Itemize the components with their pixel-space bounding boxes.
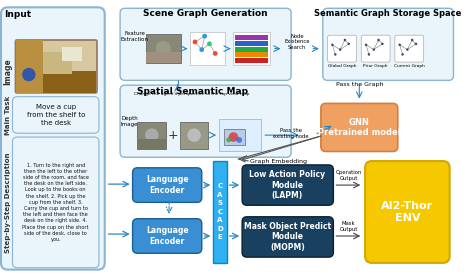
Bar xyxy=(16,40,43,93)
Circle shape xyxy=(381,43,383,45)
FancyBboxPatch shape xyxy=(133,219,202,253)
FancyBboxPatch shape xyxy=(12,97,99,133)
Bar xyxy=(146,34,181,63)
Text: Mask Object Predict
Module
(MOPM): Mask Object Predict Module (MOPM) xyxy=(244,222,331,252)
FancyBboxPatch shape xyxy=(120,85,291,157)
Text: Language
Encoder: Language Encoder xyxy=(146,175,189,195)
Bar xyxy=(213,161,227,263)
FancyBboxPatch shape xyxy=(395,35,424,62)
Bar xyxy=(137,122,166,148)
Bar xyxy=(146,52,181,63)
Text: GNN
(Pretrained model): GNN (Pretrained model) xyxy=(314,118,405,137)
Bar xyxy=(63,47,82,61)
Bar xyxy=(236,58,268,63)
Circle shape xyxy=(406,48,409,51)
Bar xyxy=(137,139,166,148)
Circle shape xyxy=(207,41,212,46)
Circle shape xyxy=(22,68,36,81)
Text: Prior Graph: Prior Graph xyxy=(364,64,388,68)
Circle shape xyxy=(399,44,401,46)
Circle shape xyxy=(344,39,346,41)
Text: Node
Existence
Search: Node Existence Search xyxy=(284,34,310,50)
Circle shape xyxy=(365,44,367,46)
Circle shape xyxy=(415,43,417,45)
FancyBboxPatch shape xyxy=(242,165,333,205)
Bar xyxy=(236,35,268,40)
Text: Spatial Semantic Map: Spatial Semantic Map xyxy=(137,87,247,96)
Circle shape xyxy=(347,43,350,45)
Text: Step-by-Step Description: Step-by-Step Description xyxy=(5,152,11,253)
Text: Graph Embedding: Graph Embedding xyxy=(250,159,307,164)
Bar xyxy=(224,129,245,145)
FancyBboxPatch shape xyxy=(328,35,356,62)
Text: Operation
Output: Operation Output xyxy=(336,171,362,181)
Circle shape xyxy=(155,41,171,56)
Text: AI2-Thor
ENV: AI2-Thor ENV xyxy=(381,201,433,223)
Circle shape xyxy=(401,53,404,56)
Circle shape xyxy=(200,47,204,52)
Text: Pass the
existing node: Pass the existing node xyxy=(273,128,309,139)
Text: Move a cup
from the shelf to
the desk: Move a cup from the shelf to the desk xyxy=(27,104,85,126)
FancyBboxPatch shape xyxy=(12,137,99,268)
FancyBboxPatch shape xyxy=(323,8,454,80)
Circle shape xyxy=(187,128,201,142)
Circle shape xyxy=(334,53,337,56)
Bar xyxy=(236,47,268,52)
Text: Depth
Image: Depth Image xyxy=(121,116,138,127)
FancyBboxPatch shape xyxy=(321,104,398,152)
Bar xyxy=(43,52,72,74)
FancyBboxPatch shape xyxy=(15,40,97,93)
FancyBboxPatch shape xyxy=(120,8,291,80)
Text: Change the agent's perspective to the top view map: Change the agent's perspective to the to… xyxy=(135,92,250,96)
Text: Main Task: Main Task xyxy=(5,95,11,135)
Circle shape xyxy=(202,34,207,39)
Text: Input: Input xyxy=(4,10,31,19)
Text: Low Action Policy
Module
(LAPM): Low Action Policy Module (LAPM) xyxy=(249,170,325,200)
Text: C
A
S
C
A
D
E: C A S C A D E xyxy=(217,184,223,240)
Text: +: + xyxy=(168,129,178,142)
Circle shape xyxy=(377,39,380,41)
FancyBboxPatch shape xyxy=(365,161,450,263)
Text: Pass the Graph: Pass the Graph xyxy=(336,82,383,87)
Text: Image: Image xyxy=(3,58,12,85)
Bar xyxy=(234,32,270,65)
Text: 1. Turn to the right and
then the left to the other
side of the room, and face
t: 1. Turn to the right and then the left t… xyxy=(22,163,89,242)
Circle shape xyxy=(228,132,238,142)
Bar xyxy=(219,119,261,152)
Bar xyxy=(236,52,268,57)
Circle shape xyxy=(373,48,375,51)
Text: Current Graph: Current Graph xyxy=(394,64,425,68)
Bar xyxy=(16,71,96,93)
FancyBboxPatch shape xyxy=(15,39,98,94)
FancyBboxPatch shape xyxy=(133,168,202,202)
Text: Language
Encoder: Language Encoder xyxy=(146,226,189,246)
Circle shape xyxy=(145,128,158,142)
Text: Global Graph: Global Graph xyxy=(328,64,356,68)
Circle shape xyxy=(411,39,413,41)
Text: Semantic Graph Storage Space: Semantic Graph Storage Space xyxy=(314,9,462,18)
Bar xyxy=(16,41,96,71)
Circle shape xyxy=(226,137,231,142)
Text: Mask
Output: Mask Output xyxy=(339,221,358,232)
Circle shape xyxy=(339,48,341,51)
FancyBboxPatch shape xyxy=(16,40,97,92)
Bar xyxy=(190,32,225,65)
FancyBboxPatch shape xyxy=(18,40,97,91)
Circle shape xyxy=(213,51,218,56)
Circle shape xyxy=(368,53,370,56)
FancyBboxPatch shape xyxy=(1,7,105,270)
Text: Feature
Extraction: Feature Extraction xyxy=(120,31,148,42)
Bar xyxy=(236,41,268,46)
FancyBboxPatch shape xyxy=(361,35,390,62)
Circle shape xyxy=(237,137,242,143)
Text: Scene Graph Generation: Scene Graph Generation xyxy=(143,9,268,18)
Circle shape xyxy=(331,44,334,46)
FancyBboxPatch shape xyxy=(242,217,333,257)
Circle shape xyxy=(192,39,198,44)
Bar xyxy=(180,122,209,148)
